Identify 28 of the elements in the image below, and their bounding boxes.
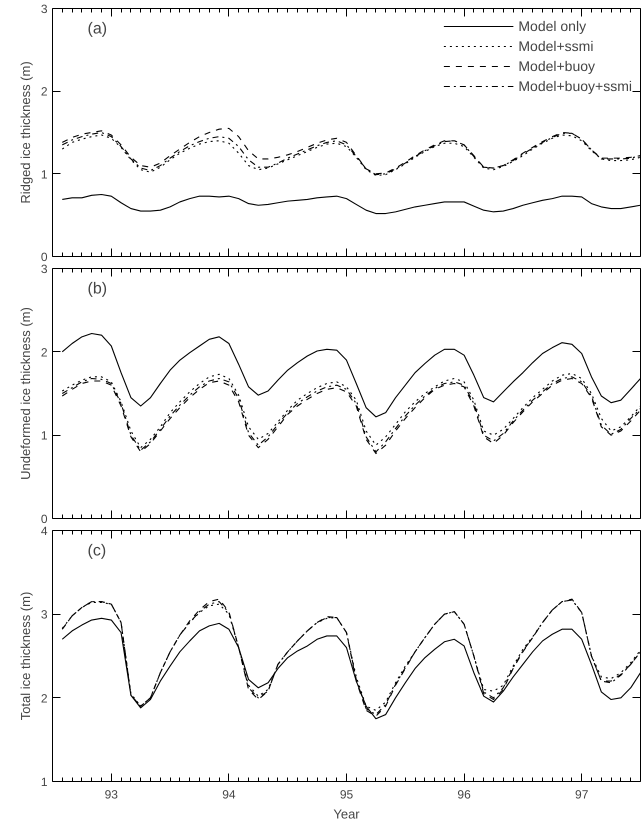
y-tick-label: 1 bbox=[40, 428, 48, 443]
y-tick-label: 3 bbox=[40, 262, 48, 276]
x-tick-label: 94 bbox=[222, 788, 236, 802]
y-tick-label: 2 bbox=[40, 345, 48, 360]
y-tick-label: 3 bbox=[40, 608, 48, 622]
y-axis-title: Undeformed ice thickness (m) bbox=[18, 307, 33, 480]
y-tick-label: 2 bbox=[40, 84, 48, 99]
legend-label: Model+buoy bbox=[518, 57, 596, 76]
y-tick-label: 4 bbox=[40, 524, 48, 538]
x-tick-label: 93 bbox=[104, 788, 118, 802]
x-tick-label: 95 bbox=[340, 788, 354, 802]
y-tick-label: 3 bbox=[40, 2, 48, 16]
legend-label: Model+buoy+ssmi bbox=[518, 77, 632, 96]
annotation: (c) bbox=[88, 542, 106, 560]
y-axis-title: Total ice thickness (m) bbox=[18, 592, 33, 720]
annotation: (a) bbox=[88, 20, 108, 38]
x-tick-label: 96 bbox=[457, 788, 472, 802]
y-tick-label: 0 bbox=[40, 250, 48, 264]
x-axis-title: Year bbox=[333, 806, 360, 822]
y-tick-label: 1 bbox=[40, 775, 48, 789]
y-tick-label: 0 bbox=[40, 512, 48, 526]
y-axis-title: Ridged ice thickness (m) bbox=[18, 61, 33, 204]
annotation: (b) bbox=[88, 280, 108, 298]
legend-label: Model+ssmi bbox=[518, 37, 594, 56]
x-tick-label: 97 bbox=[575, 788, 589, 802]
y-tick-label: 2 bbox=[40, 691, 48, 706]
y-tick-label: 1 bbox=[40, 167, 48, 182]
legend-label: Model only bbox=[518, 17, 586, 36]
